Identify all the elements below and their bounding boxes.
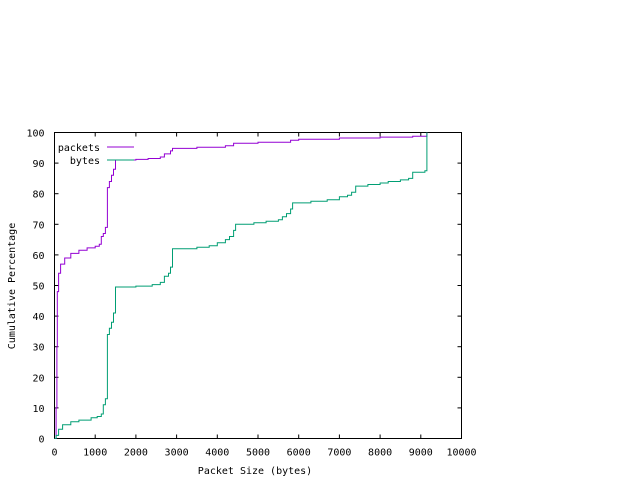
y-tick-label: 70 (32, 220, 44, 231)
x-tick-label: 2000 (124, 448, 148, 459)
x-tick-label: 0 (51, 448, 57, 459)
y-axis-label: Cumulative Percentage (7, 223, 18, 349)
y-tick-label: 10 (32, 404, 44, 415)
series-line-bytes (54, 132, 428, 439)
y-tick-label: 20 (32, 373, 44, 384)
y-tick-label: 60 (32, 251, 44, 262)
x-tick-label: 3000 (165, 448, 189, 459)
x-tick-label: 10000 (446, 448, 476, 459)
x-tick-label: 6000 (287, 448, 311, 459)
x-tick-label: 8000 (368, 448, 392, 459)
y-tick-label: 80 (32, 190, 44, 201)
x-tick-label: 7000 (327, 448, 351, 459)
y-tick-label: 90 (32, 159, 44, 170)
y-tick-label: 100 (26, 129, 44, 140)
series-line-packets (54, 132, 428, 439)
x-tick-label: 9000 (409, 448, 433, 459)
y-axis: 0 10 20 30 40 50 60 70 80 90 100 (26, 129, 462, 446)
legend-label-bytes: bytes (70, 156, 100, 167)
y-tick-label: 50 (32, 282, 44, 293)
x-axis-label: Packet Size (bytes) (198, 466, 312, 477)
y-tick-label: 40 (32, 312, 44, 323)
plot-frame (54, 132, 462, 439)
legend-label-packets: packets (58, 143, 100, 154)
y-tick-label: 30 (32, 343, 44, 354)
x-tick-label: 5000 (246, 448, 270, 459)
x-tick-label: 1000 (83, 448, 107, 459)
legend: packets bytes (58, 143, 134, 167)
x-tick-label: 4000 (205, 448, 229, 459)
y-tick-label: 0 (38, 435, 44, 446)
series-lines (54, 132, 428, 439)
